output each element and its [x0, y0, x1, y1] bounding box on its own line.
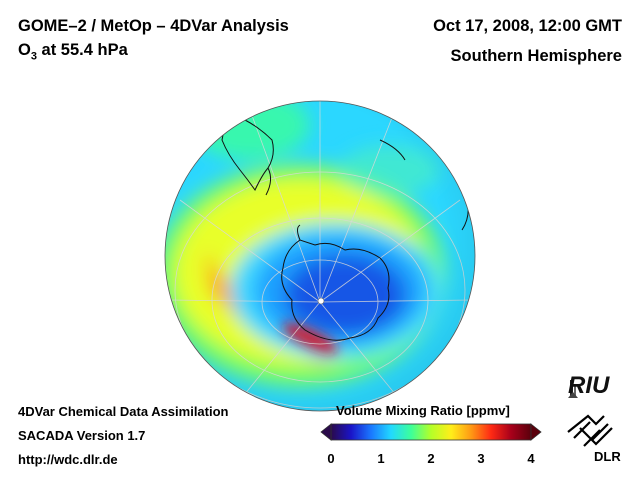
datetime-label: Oct 17, 2008, 12:00 GMT: [433, 17, 622, 35]
ozone-field: [165, 101, 475, 411]
species-subscript: 3: [30, 50, 37, 63]
colorbar-tick-label: 2: [427, 451, 435, 466]
species-suffix: at 55.4 hPa: [36, 41, 128, 59]
colorbar-max-arrow: [530, 423, 542, 441]
dlr-logo-text: DLR: [594, 449, 621, 464]
colorbar-tick-label: 4: [527, 451, 535, 466]
colorbar: [320, 423, 542, 441]
footer-version: SACADA Version 1.7: [18, 428, 146, 443]
riu-logo-icon: [568, 380, 578, 398]
riu-logo-text: RIU: [568, 372, 610, 399]
globe-outline: [164, 100, 476, 412]
species-prefix: O: [18, 41, 31, 59]
colorbar-min-arrow: [320, 423, 332, 441]
footer-url[interactable]: http://wdc.dlr.de: [18, 452, 118, 467]
dlr-logo-icon: [567, 414, 613, 447]
colorbar-tick-label: 3: [477, 451, 485, 466]
colorbar-title: Volume Mixing Ratio [ppmv]: [336, 403, 510, 418]
colorbar-tick-label: 0: [327, 451, 335, 466]
map-title: GOME–2 / MetOp – 4DVar Analysis: [18, 17, 289, 35]
colorbar-tick-label: 1: [377, 451, 385, 466]
footer-method: 4DVar Chemical Data Assimilation: [18, 404, 229, 419]
hemisphere-label: Southern Hemisphere: [450, 47, 622, 65]
south-pole-marker: [317, 297, 325, 305]
species-pressure-label: O3 at 55.4 hPa: [18, 41, 128, 62]
